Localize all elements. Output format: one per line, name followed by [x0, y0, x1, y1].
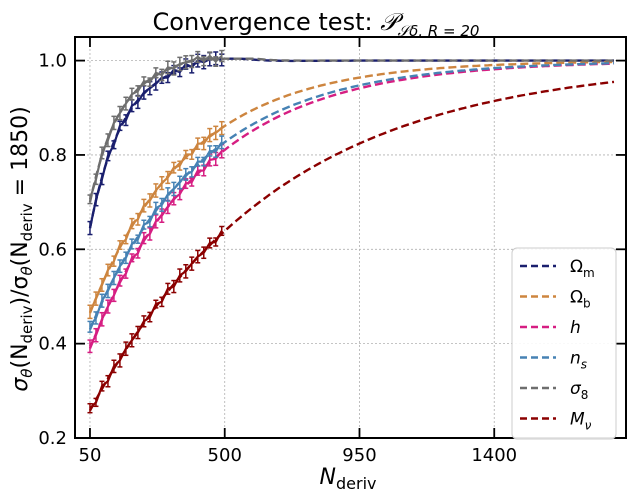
y-tick-label-0: 0.2	[38, 428, 67, 449]
fit-line-h	[88, 62, 615, 349]
legend-label-sub-Ωm: m	[583, 266, 595, 280]
measured-line-h	[89, 150, 223, 347]
legend-label-Ωb: Ωb	[570, 288, 591, 311]
y-label-ref-value: = 1850)	[8, 106, 33, 203]
legend-label-sub-ns: s	[581, 358, 587, 372]
measured-line-Mν	[89, 230, 223, 409]
legend-label-main-Ωm: Ω	[570, 257, 583, 277]
x-tick-label-3: 1400	[471, 445, 517, 466]
legend-label-ns: ns	[570, 349, 587, 372]
y-label-theta-1: θ	[18, 369, 36, 378]
x-axis-label-subscript: deriv	[336, 474, 377, 493]
series-Ωb	[87, 60, 615, 320]
series-h	[87, 62, 615, 354]
y-tick-label-1: 0.4	[38, 334, 67, 355]
y-label-sigma-1: σ	[8, 377, 33, 392]
y-label-deriv-1: deriv	[18, 305, 36, 343]
plot-frame	[74, 36, 627, 439]
legend-label-sub-σ8: 8	[581, 388, 589, 402]
y-label-theta-2: θ	[18, 266, 36, 275]
legend-label-Mν: Mν	[570, 410, 592, 433]
chart-title: Convergence test: 𝒫𝒮δ, R = 20	[153, 8, 480, 40]
series-Mν	[87, 80, 615, 414]
fit-line-σ8	[88, 57, 614, 203]
legend-label-Ωm: Ωm	[570, 257, 595, 280]
y-label-deriv-2: deriv	[18, 203, 36, 241]
x-axis-label-main: N	[320, 465, 336, 490]
y-tick-label-3: 0.8	[38, 145, 67, 166]
x-axis-label: Nderiv	[320, 465, 377, 493]
legend-box	[511, 247, 617, 440]
measured-line-Ωb	[88, 127, 223, 313]
y-axis-label: σθ(Nderiv)/σθ(Nderiv = 1850)	[8, 106, 36, 391]
y-label-paren-1: (N	[8, 343, 33, 368]
legend-label-main-σ8: σ	[570, 379, 582, 399]
y-label-paren-2: (N	[8, 241, 33, 266]
y-label-divider: )/σ	[8, 276, 33, 306]
series-σ8	[87, 49, 614, 205]
axes-frame	[74, 36, 627, 439]
series-layer	[87, 49, 615, 414]
grid-lines	[75, 37, 626, 439]
y-tick-label-2: 0.6	[38, 239, 67, 260]
chart-title-subscript: 𝒮δ, R = 20	[398, 22, 480, 40]
legend-label-main-h: h	[570, 318, 581, 338]
series-ns	[87, 62, 615, 333]
measured-line-σ8	[88, 54, 223, 200]
x-tick-label-2: 950	[342, 445, 376, 466]
legend-label-sub-Mν: ν	[585, 419, 592, 433]
legend-label-σ8: σ8	[570, 379, 588, 402]
chart-title-text: Convergence test:	[153, 8, 381, 36]
legend-label-sub-Ωb: b	[583, 297, 591, 311]
legend-label-main-Mν: M	[570, 410, 585, 430]
legend-label-main-Ωb: Ω	[570, 288, 583, 308]
axis-ticks: 50 500 950 1400 0.2 0.4 0.6 0.8 1.0	[38, 37, 626, 466]
y-tick-label-4: 1.0	[38, 51, 67, 72]
fit-line-Ωm	[88, 57, 614, 229]
x-tick-label-0: 50	[79, 445, 102, 466]
legend-label-main-ns: n	[570, 349, 581, 369]
measured-line-Ωm	[88, 57, 222, 229]
legend-label-h: h	[570, 318, 581, 338]
measured-line-ns	[89, 141, 223, 328]
x-tick-label-1: 500	[208, 445, 242, 466]
